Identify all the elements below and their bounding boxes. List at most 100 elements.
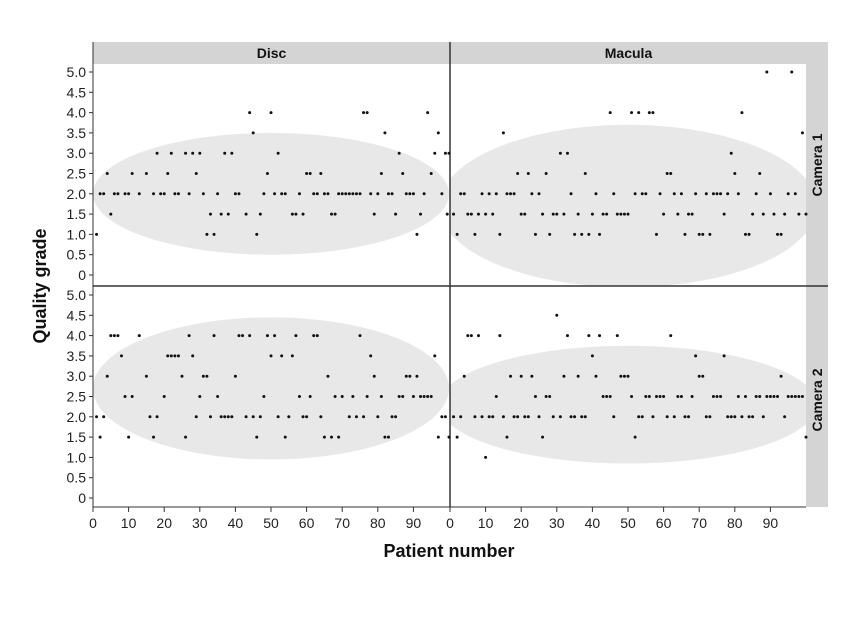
- x-tick-label: 90: [406, 515, 422, 531]
- data-point: [694, 354, 698, 358]
- data-point: [173, 354, 177, 358]
- data-point: [426, 395, 430, 398]
- data-point: [523, 212, 527, 216]
- x-tick-label: 30: [549, 515, 565, 531]
- data-point: [772, 395, 776, 398]
- data-point: [354, 192, 358, 196]
- y-tick-label: 4.5: [67, 84, 87, 100]
- data-point: [580, 415, 584, 419]
- data-point: [576, 374, 580, 378]
- data-point: [280, 192, 284, 196]
- y-tick-label: 2.5: [67, 166, 87, 182]
- data-point: [466, 212, 470, 216]
- data-point: [743, 395, 747, 398]
- data-point: [530, 192, 534, 196]
- data-point: [351, 192, 355, 196]
- data-point: [230, 151, 234, 155]
- data-point: [404, 192, 408, 196]
- data-point: [715, 395, 719, 398]
- data-point: [447, 435, 451, 439]
- data-point: [137, 334, 141, 338]
- data-point: [287, 415, 291, 419]
- data-point: [152, 192, 156, 196]
- data-point: [576, 212, 580, 216]
- data-point: [429, 172, 433, 175]
- data-point: [383, 435, 387, 439]
- y-tick-label: 5.0: [67, 64, 87, 80]
- data-point: [176, 192, 180, 196]
- data-point: [676, 395, 680, 398]
- data-point: [440, 415, 444, 419]
- data-point: [429, 395, 433, 398]
- data-point: [619, 212, 623, 216]
- data-point: [130, 395, 134, 398]
- data-point: [347, 192, 351, 196]
- data-point: [622, 212, 626, 216]
- data-point: [687, 415, 691, 419]
- data-point: [255, 435, 259, 439]
- data-point: [187, 192, 191, 196]
- data-point: [233, 374, 237, 378]
- data-point: [248, 111, 252, 115]
- data-point: [541, 212, 545, 216]
- data-point: [208, 212, 212, 216]
- data-point: [390, 415, 394, 419]
- data-point: [800, 131, 804, 135]
- data-point: [422, 395, 426, 398]
- data-point: [269, 111, 273, 115]
- data-point: [208, 415, 212, 419]
- data-point: [672, 192, 676, 196]
- data-point: [594, 192, 598, 196]
- data-point: [219, 212, 223, 216]
- data-point: [758, 172, 762, 175]
- y-tick-label: 5.0: [67, 287, 87, 303]
- data-point: [715, 192, 719, 196]
- data-point: [555, 313, 559, 317]
- data-point: [123, 395, 127, 398]
- y-tick-label: 3.5: [67, 125, 87, 141]
- data-point: [765, 70, 769, 74]
- data-point: [265, 334, 269, 338]
- y-tick-label: 4.5: [67, 307, 87, 323]
- x-tick-label: 90: [763, 515, 779, 531]
- data-point: [484, 455, 488, 459]
- data-point: [640, 192, 644, 196]
- y-tick-label: 1.5: [67, 206, 87, 222]
- data-point: [679, 192, 683, 196]
- data-point: [615, 212, 619, 216]
- data-point: [704, 415, 708, 419]
- x-tick-label: 40: [585, 515, 601, 531]
- data-point: [480, 192, 484, 196]
- x-tick-label: 40: [228, 515, 244, 531]
- data-point: [419, 395, 423, 398]
- data-point: [148, 415, 152, 419]
- y-tick-label: 0.5: [67, 247, 87, 263]
- data-point: [201, 192, 205, 196]
- data-point: [386, 192, 390, 196]
- data-point: [112, 192, 116, 196]
- x-tick-label: 60: [656, 515, 672, 531]
- data-point: [669, 172, 673, 175]
- data-point: [697, 232, 701, 236]
- data-point: [487, 415, 491, 419]
- data-point: [98, 192, 102, 196]
- data-point: [776, 232, 780, 236]
- y-tick-label: 4.0: [67, 105, 87, 121]
- data-point: [123, 192, 127, 196]
- data-point: [212, 334, 216, 338]
- data-point: [244, 212, 248, 216]
- data-point: [308, 172, 312, 175]
- x-tick-label: 20: [513, 515, 529, 531]
- data-point: [687, 212, 691, 216]
- data-point: [322, 192, 326, 196]
- data-point: [786, 192, 790, 196]
- data-point: [369, 354, 373, 358]
- data-point: [516, 415, 520, 419]
- data-point: [793, 395, 797, 398]
- data-point: [590, 354, 594, 358]
- data-point: [654, 232, 658, 236]
- data-point: [708, 415, 712, 419]
- data-point: [494, 395, 498, 398]
- data-point: [452, 212, 456, 216]
- data-point: [262, 395, 266, 398]
